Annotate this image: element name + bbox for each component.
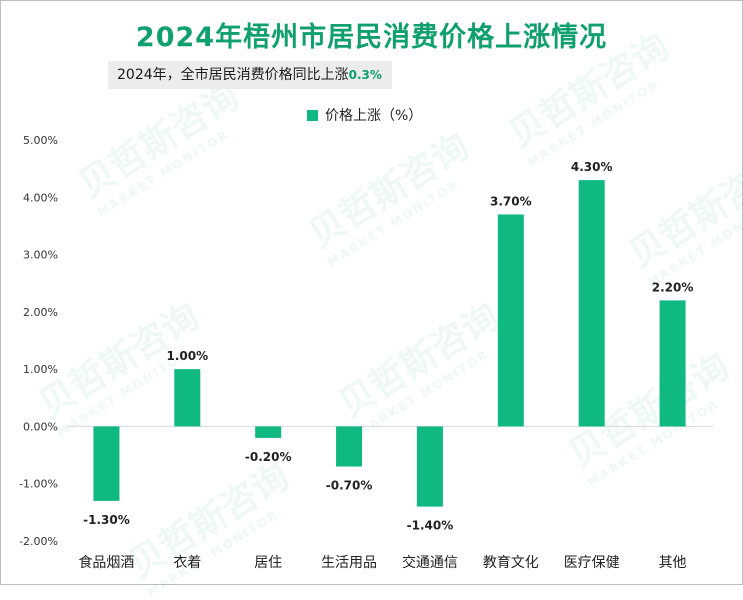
y-tick-label: 4.00% — [23, 191, 58, 204]
summary-text: 2024年，全市居民消费价格同比上涨 — [117, 67, 349, 83]
data-label: 2.20% — [652, 280, 694, 294]
data-label: -1.30% — [83, 513, 130, 527]
x-category-label: 交通通信 — [402, 554, 458, 571]
x-category-label: 生活用品 — [321, 555, 377, 571]
x-category-label: 居住 — [254, 555, 282, 571]
legend: 价格上涨（%） — [307, 105, 422, 125]
summary-value: 0.3% — [348, 68, 382, 82]
data-label: -1.40% — [407, 519, 454, 533]
x-category-label: 衣着 — [173, 555, 201, 571]
data-label: -0.70% — [326, 479, 373, 493]
bar — [578, 180, 605, 427]
bar — [174, 369, 201, 427]
y-tick-label: 1.00% — [23, 363, 58, 376]
bar — [497, 214, 524, 427]
data-label: 3.70% — [490, 194, 532, 208]
chart-title: 2024年梧州市居民消费价格上涨情况 — [135, 22, 608, 53]
bar-chart: 5.00% 4.00% 3.00% 2.00% 1.00% 0.00% -1.00% -2.0… — [19, 134, 713, 571]
summary-banner: 2024年，全市居民消费价格同比上涨0.3% — [108, 61, 392, 89]
data-label: 1.00% — [166, 349, 208, 363]
y-tick-label: -2.00% — [19, 535, 58, 548]
y-tick-label: 5.00% — [23, 134, 58, 147]
data-label: -0.20% — [245, 450, 292, 464]
bar — [255, 426, 282, 438]
bar — [336, 426, 363, 467]
x-category-label: 其他 — [659, 555, 687, 571]
legend-label: 价格上涨（%） — [325, 108, 423, 124]
bar — [416, 426, 443, 507]
x-category-label: 食品烟酒 — [78, 554, 134, 571]
y-tick-label: -1.00% — [19, 478, 58, 491]
legend-swatch — [307, 109, 318, 121]
x-category-label: 教育文化 — [483, 555, 539, 571]
bar — [93, 426, 120, 501]
data-label: 4.30% — [571, 160, 613, 174]
y-tick-label: 0.00% — [23, 420, 58, 433]
bar — [659, 300, 686, 427]
x-category-label: 医疗保健 — [564, 555, 620, 571]
y-tick-label: 3.00% — [23, 249, 58, 262]
y-tick-label: 2.00% — [23, 306, 58, 319]
